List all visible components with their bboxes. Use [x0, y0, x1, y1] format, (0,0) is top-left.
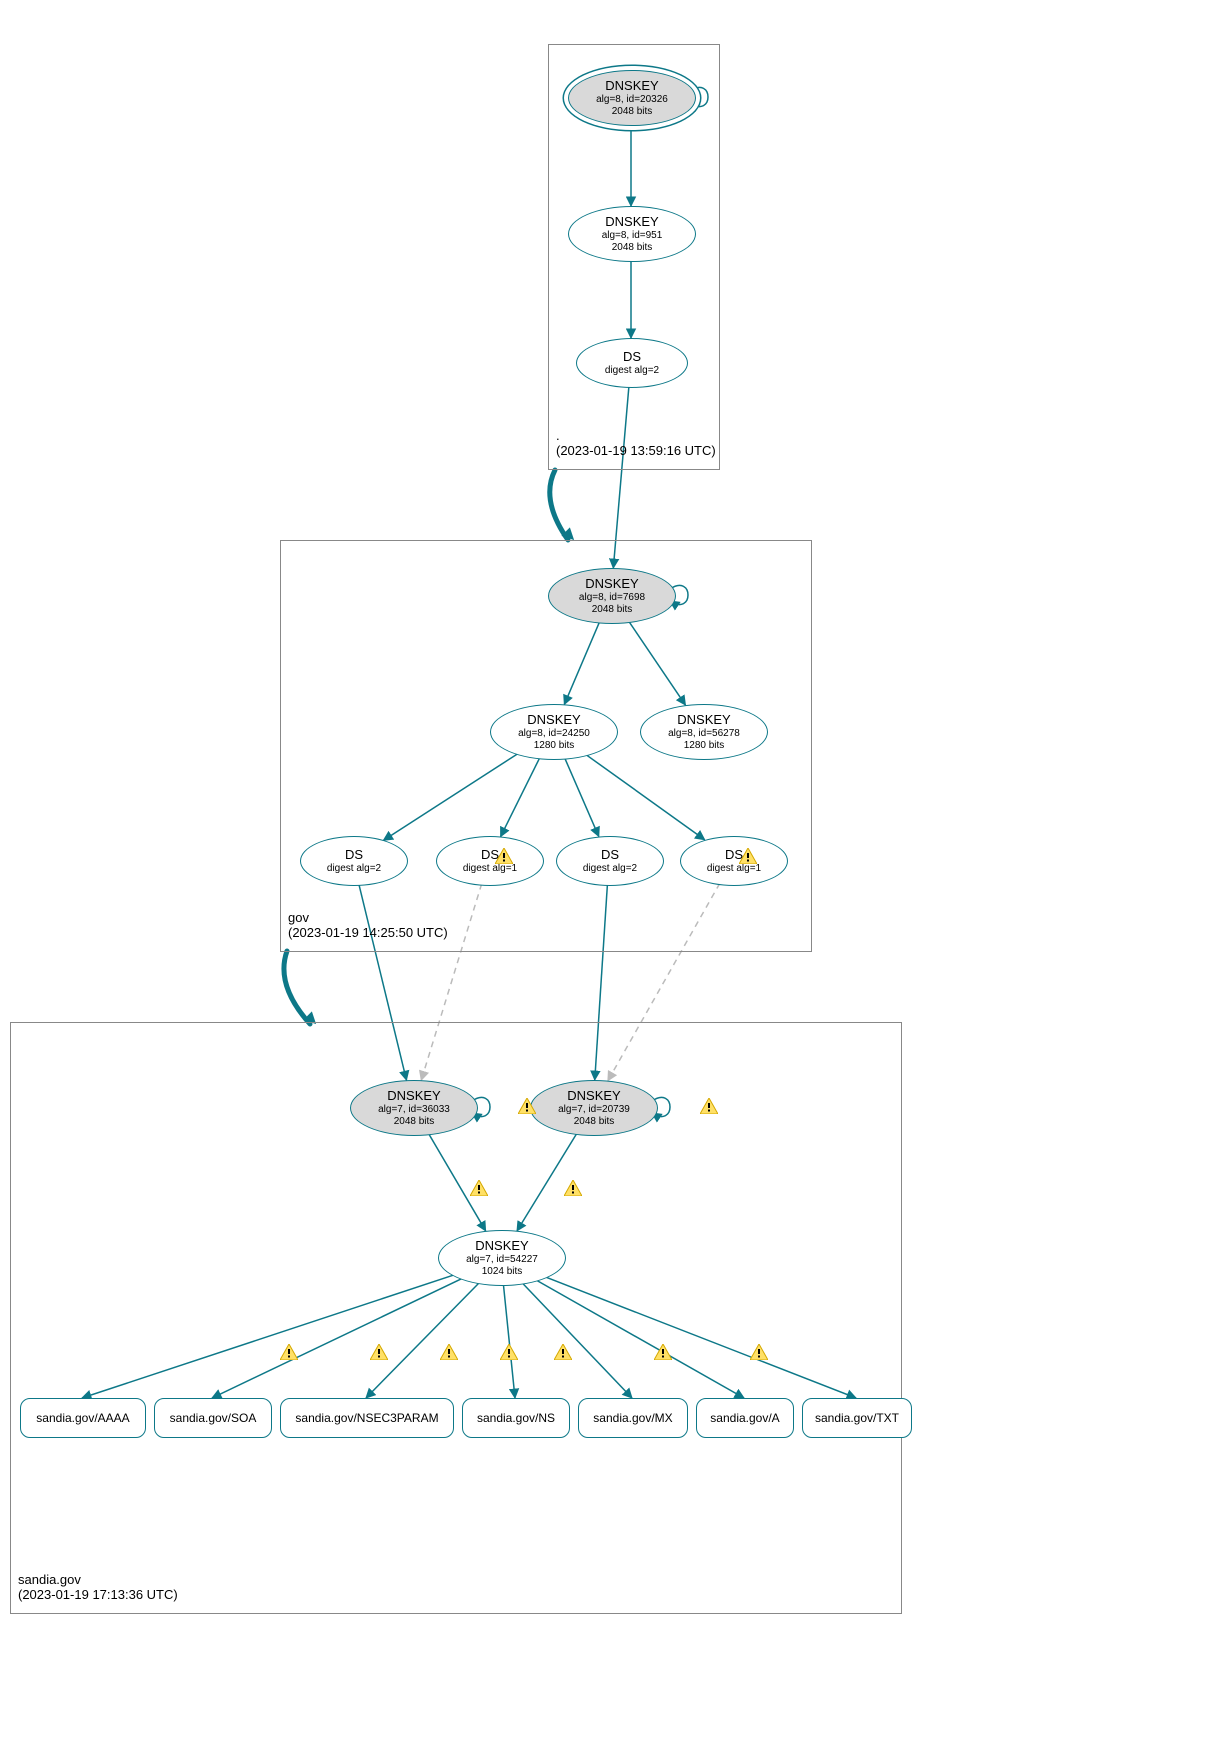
node-line1: alg=8, id=951	[602, 230, 663, 242]
node-line2: 2048 bits	[612, 106, 653, 118]
node-title: DNSKEY	[567, 1088, 620, 1104]
node-line2: 2048 bits	[592, 604, 633, 616]
node-gov-ksk: DNSKEYalg=8, id=76982048 bits	[548, 568, 676, 624]
warning-icon	[470, 1180, 488, 1196]
node-label: sandia.gov/AAAA	[36, 1411, 129, 1425]
node-sandia-ksk2: DNSKEYalg=7, id=207392048 bits	[530, 1080, 658, 1136]
warning-icon	[564, 1180, 582, 1196]
node-line1: alg=7, id=54227	[466, 1254, 538, 1266]
node-line2: 1280 bits	[684, 740, 725, 752]
warning-icon	[280, 1344, 298, 1360]
node-line1: digest alg=1	[463, 863, 517, 875]
zone-gov-timestamp: (2023-01-19 14:25:50 UTC)	[288, 925, 448, 940]
node-title: DS	[623, 349, 641, 365]
node-gov-ds2: DSdigest alg=1	[436, 836, 544, 886]
zone-sandia-timestamp: (2023-01-19 17:13:36 UTC)	[18, 1587, 178, 1602]
node-gov-ds3: DSdigest alg=2	[556, 836, 664, 886]
zone-root-name: .	[556, 428, 716, 443]
node-title: DNSKEY	[605, 214, 658, 230]
node-title: DNSKEY	[605, 78, 658, 94]
node-title: DNSKEY	[527, 712, 580, 728]
node-line1: digest alg=2	[327, 863, 381, 875]
node-label: sandia.gov/A	[710, 1411, 779, 1425]
warning-icon	[554, 1344, 572, 1360]
warning-icon	[654, 1344, 672, 1360]
zone-sandia-label: sandia.gov (2023-01-19 17:13:36 UTC)	[18, 1572, 178, 1602]
node-line1: alg=8, id=56278	[668, 728, 740, 740]
node-line2: 1280 bits	[534, 740, 575, 752]
node-rr-nsec: sandia.gov/NSEC3PARAM	[280, 1398, 454, 1438]
node-line1: alg=7, id=20739	[558, 1104, 630, 1116]
warning-icon	[370, 1344, 388, 1360]
node-rr-mx: sandia.gov/MX	[578, 1398, 688, 1438]
node-rr-soa: sandia.gov/SOA	[154, 1398, 272, 1438]
node-rr-a: sandia.gov/A	[696, 1398, 794, 1438]
node-root-zsk: DNSKEYalg=8, id=9512048 bits	[568, 206, 696, 262]
node-title: DNSKEY	[475, 1238, 528, 1254]
node-line1: alg=8, id=7698	[579, 592, 645, 604]
node-line1: alg=8, id=24250	[518, 728, 590, 740]
warning-icon	[495, 848, 513, 864]
node-sandia-zsk: DNSKEYalg=7, id=542271024 bits	[438, 1230, 566, 1286]
node-label: sandia.gov/NS	[477, 1411, 555, 1425]
zone-gov-name: gov	[288, 910, 448, 925]
node-title: DS	[601, 847, 619, 863]
node-title: DNSKEY	[677, 712, 730, 728]
node-line2: 1024 bits	[482, 1266, 523, 1278]
node-sandia-ksk1: DNSKEYalg=7, id=360332048 bits	[350, 1080, 478, 1136]
node-line1: alg=8, id=20326	[596, 94, 668, 106]
node-root-ksk: DNSKEYalg=8, id=203262048 bits	[568, 70, 696, 126]
node-line2: 2048 bits	[574, 1116, 615, 1128]
node-title: DS	[345, 847, 363, 863]
node-label: sandia.gov/TXT	[815, 1411, 899, 1425]
zone-gov-label: gov (2023-01-19 14:25:50 UTC)	[288, 910, 448, 940]
warning-icon	[700, 1098, 718, 1114]
node-label: sandia.gov/SOA	[170, 1411, 257, 1425]
node-line1: digest alg=2	[605, 365, 659, 377]
node-rr-ns: sandia.gov/NS	[462, 1398, 570, 1438]
node-title: DNSKEY	[387, 1088, 440, 1104]
zone-sandia-name: sandia.gov	[18, 1572, 178, 1587]
node-title: DNSKEY	[585, 576, 638, 592]
node-rr-aaaa: sandia.gov/AAAA	[20, 1398, 146, 1438]
warning-icon	[750, 1344, 768, 1360]
node-line1: digest alg=1	[707, 863, 761, 875]
node-gov-zsk2: DNSKEYalg=8, id=562781280 bits	[640, 704, 768, 760]
node-line1: digest alg=2	[583, 863, 637, 875]
node-gov-ds1: DSdigest alg=2	[300, 836, 408, 886]
warning-icon	[440, 1344, 458, 1360]
warning-icon	[500, 1344, 518, 1360]
node-line2: 2048 bits	[394, 1116, 435, 1128]
warning-icon	[739, 848, 757, 864]
zone-root-timestamp: (2023-01-19 13:59:16 UTC)	[556, 443, 716, 458]
node-label: sandia.gov/MX	[593, 1411, 672, 1425]
warning-icon	[518, 1098, 536, 1114]
node-root-ds: DSdigest alg=2	[576, 338, 688, 388]
zone-root-label: . (2023-01-19 13:59:16 UTC)	[556, 428, 716, 458]
node-gov-ds4: DSdigest alg=1	[680, 836, 788, 886]
node-label: sandia.gov/NSEC3PARAM	[295, 1411, 438, 1425]
node-line2: 2048 bits	[612, 242, 653, 254]
node-line1: alg=7, id=36033	[378, 1104, 450, 1116]
node-rr-txt: sandia.gov/TXT	[802, 1398, 912, 1438]
node-gov-zsk1: DNSKEYalg=8, id=242501280 bits	[490, 704, 618, 760]
